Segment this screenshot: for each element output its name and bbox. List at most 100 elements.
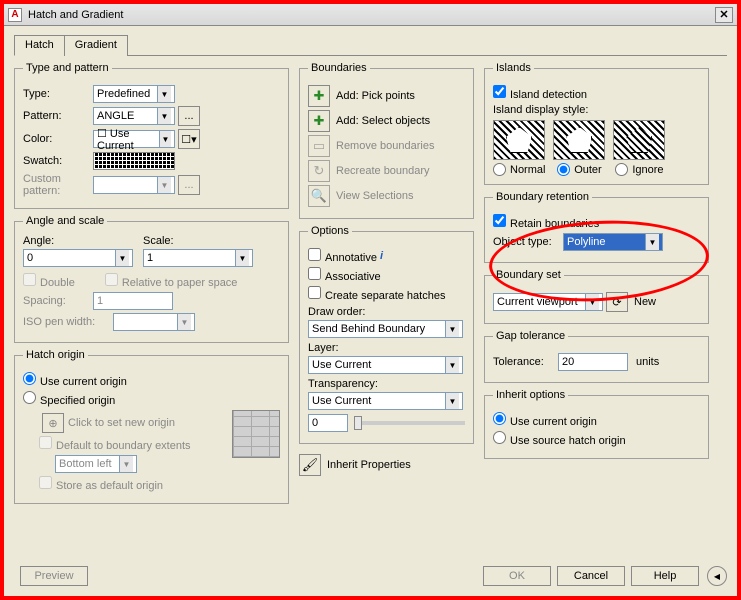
pattern-browse-button[interactable]: ...	[178, 106, 200, 126]
gap-tolerance-group: Gap tolerance Tolerance: units	[484, 330, 709, 383]
angle-scale-legend: Angle and scale	[23, 215, 107, 227]
remove-boundaries-button: ▭	[308, 135, 330, 157]
scale-label: Scale:	[143, 235, 253, 247]
angle-scale-group: Angle and scale Angle: 0▼ Scale: 1▼ Doub…	[14, 215, 289, 343]
boundary-set-group: Boundary set Current viewport▼ ⟳ New	[484, 269, 709, 324]
inherit-options-group: Inherit options Use current origin Use s…	[484, 389, 709, 459]
tolerance-label: Tolerance:	[493, 356, 558, 368]
tabs: Hatch Gradient	[14, 34, 727, 56]
spacing-label: Spacing:	[23, 295, 93, 307]
object-type-label: Object type:	[493, 236, 563, 248]
relative-checkbox: Relative to paper space	[105, 273, 238, 289]
draw-order-dropdown[interactable]: Send Behind Boundary▼	[308, 320, 463, 338]
recreate-boundary-label: Recreate boundary	[336, 165, 430, 177]
angle-dropdown[interactable]: 0▼	[23, 249, 133, 267]
store-default-checkbox: Store as default origin	[39, 476, 163, 492]
boundary-set-dropdown[interactable]: Current viewport▼	[493, 293, 603, 311]
footer: Preview OK Cancel Help ◀	[14, 566, 727, 586]
ok-button[interactable]: OK	[483, 566, 551, 586]
object-type-dropdown[interactable]: Polyline▼	[563, 233, 663, 251]
color-bg-button[interactable]: ☐▾	[178, 129, 200, 149]
boundaries-group: Boundaries ✚ Add: Pick points ✚ Add: Selec…	[299, 62, 474, 219]
inherit-use-current-radio[interactable]: Use current origin	[493, 412, 597, 428]
set-origin-button: ⊕	[42, 413, 64, 433]
origin-position-dropdown: Bottom left▼	[55, 455, 137, 473]
type-pattern-group: Type and pattern Type: Predefined▼ Patte…	[14, 62, 289, 209]
expand-button[interactable]: ◀	[707, 566, 727, 586]
separate-hatches-checkbox[interactable]: Create separate hatches	[308, 286, 445, 302]
pattern-label: Pattern:	[23, 110, 93, 122]
inherit-use-source-radio[interactable]: Use source hatch origin	[493, 431, 626, 447]
specified-origin-radio[interactable]: Specified origin	[23, 391, 115, 407]
remove-boundaries-label: Remove boundaries	[336, 140, 434, 152]
transparency-dropdown[interactable]: Use Current▼	[308, 392, 463, 410]
origin-preview	[232, 410, 280, 458]
island-style-label: Island display style:	[493, 104, 588, 116]
custom-browse-button: ...	[178, 175, 200, 195]
island-normal-radio[interactable]: Normal	[493, 163, 545, 176]
custom-pattern-label: Custom pattern:	[23, 173, 93, 197]
new-set-label[interactable]: New	[634, 296, 656, 308]
info-icon: i	[380, 250, 383, 262]
swatch-label: Swatch:	[23, 155, 93, 167]
spacing-input	[93, 292, 173, 310]
hatch-origin-group: Hatch origin Use current origin Specifie…	[14, 349, 289, 504]
transparency-slider[interactable]	[354, 421, 465, 425]
boundary-retention-group: Boundary retention Retain boundaries Obj…	[484, 191, 709, 263]
type-dropdown[interactable]: Predefined▼	[93, 85, 175, 103]
retain-boundaries-checkbox[interactable]: Retain boundaries	[493, 214, 599, 230]
options-legend: Options	[308, 225, 352, 237]
scale-dropdown[interactable]: 1▼	[143, 249, 253, 267]
color-dropdown[interactable]: ☐ Use Current▼	[93, 130, 175, 148]
inherit-properties-button[interactable]: 🖌	[299, 454, 321, 476]
preview-button[interactable]: Preview	[20, 566, 88, 586]
annotative-checkbox[interactable]: Annotative	[308, 248, 377, 264]
boundaries-legend: Boundaries	[308, 62, 370, 74]
island-detection-checkbox[interactable]: Island detection	[493, 85, 587, 101]
titlebar: A Hatch and Gradient ✕	[4, 4, 737, 26]
tolerance-input[interactable]	[558, 353, 628, 371]
islands-legend: Islands	[493, 62, 534, 74]
options-group: Options Annotativei Associative Create s…	[299, 225, 474, 444]
tab-hatch[interactable]: Hatch	[14, 35, 65, 56]
draw-order-label: Draw order:	[308, 306, 465, 318]
island-ignore-swatch[interactable]	[613, 120, 665, 160]
boundary-retention-legend: Boundary retention	[493, 191, 592, 203]
use-current-origin-radio[interactable]: Use current origin	[23, 372, 127, 388]
select-objects-label: Add: Select objects	[336, 115, 430, 127]
pick-points-label: Add: Pick points	[336, 90, 415, 102]
select-objects-button[interactable]: ✚	[308, 110, 330, 132]
tolerance-units: units	[636, 356, 659, 368]
view-selections-label: View Selections	[336, 190, 413, 202]
angle-label: Angle:	[23, 235, 133, 247]
inherit-options-legend: Inherit options	[493, 389, 568, 401]
transparency-value-input[interactable]	[308, 414, 348, 432]
double-checkbox: Double	[23, 273, 75, 289]
app-icon: A	[8, 8, 22, 22]
set-origin-label: Click to set new origin	[68, 417, 175, 429]
type-label: Type:	[23, 88, 93, 100]
island-ignore-radio[interactable]: Ignore	[613, 163, 665, 176]
recreate-boundary-button: ↻	[308, 160, 330, 182]
island-normal-swatch[interactable]	[493, 120, 545, 160]
islands-group: Islands Island detection Island display …	[484, 62, 709, 185]
gap-tolerance-legend: Gap tolerance	[493, 330, 568, 342]
transparency-label: Transparency:	[308, 378, 465, 390]
island-outer-swatch[interactable]	[553, 120, 605, 160]
swatch-preview[interactable]	[93, 152, 175, 170]
close-button[interactable]: ✕	[715, 7, 733, 23]
new-set-icon-button[interactable]: ⟳	[606, 292, 628, 312]
pick-points-button[interactable]: ✚	[308, 85, 330, 107]
inherit-properties-label: Inherit Properties	[327, 459, 411, 471]
hatch-origin-legend: Hatch origin	[23, 349, 88, 361]
layer-dropdown[interactable]: Use Current▼	[308, 356, 463, 374]
boundary-set-legend: Boundary set	[493, 269, 564, 281]
layer-label: Layer:	[308, 342, 465, 354]
island-outer-radio[interactable]: Outer	[553, 163, 605, 176]
tab-gradient[interactable]: Gradient	[64, 35, 128, 56]
cancel-button[interactable]: Cancel	[557, 566, 625, 586]
type-pattern-legend: Type and pattern	[23, 62, 112, 74]
associative-checkbox[interactable]: Associative	[308, 267, 381, 283]
pattern-dropdown[interactable]: ANGLE▼	[93, 107, 175, 125]
help-button[interactable]: Help	[631, 566, 699, 586]
